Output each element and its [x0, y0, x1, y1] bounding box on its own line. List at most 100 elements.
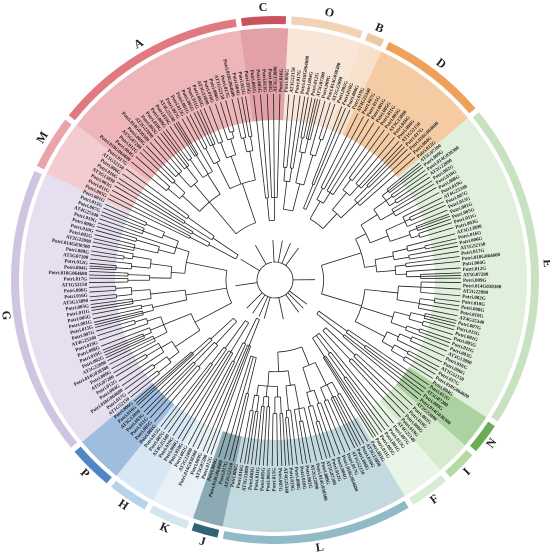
branch: [117, 258, 124, 259]
branch: [123, 242, 135, 245]
clade-label-f: F: [427, 491, 441, 507]
branch: [180, 353, 193, 364]
branch: [409, 319, 423, 323]
branch: [280, 397, 281, 414]
branch: [367, 177, 375, 185]
branch: [308, 407, 312, 423]
clade-label-l: L: [315, 539, 325, 554]
branch: [409, 351, 417, 355]
branch: [357, 190, 371, 203]
branch: [319, 311, 347, 331]
branch: [310, 201, 320, 219]
branch: [126, 324, 135, 327]
branch: [150, 352, 164, 361]
branch: [124, 258, 132, 259]
branch: [314, 390, 319, 403]
branch: [303, 367, 311, 391]
branch: [333, 178, 344, 195]
branch: [112, 298, 117, 299]
branch: [213, 238, 238, 255]
branch: [283, 181, 286, 209]
branch: [310, 129, 313, 139]
clade-label-g: G: [0, 310, 14, 321]
branch: [408, 247, 425, 251]
branch: [128, 301, 133, 302]
branch: [257, 385, 259, 395]
branch: [411, 235, 419, 237]
branch: [264, 184, 266, 198]
branch: [286, 418, 287, 435]
branch: [421, 292, 433, 293]
branch: [135, 319, 146, 322]
branch: [299, 409, 301, 421]
branch: [208, 174, 221, 194]
branch: [251, 130, 252, 136]
branch: [141, 305, 152, 307]
branch: [288, 371, 290, 385]
branch: [128, 304, 133, 305]
branch: [267, 198, 269, 221]
clade-label-d: D: [434, 55, 450, 72]
branch: [163, 235, 178, 241]
branch: [405, 357, 410, 360]
branch: [377, 270, 396, 271]
branch: [255, 245, 266, 264]
branch: [394, 345, 407, 352]
branch: [232, 125, 234, 131]
branch: [171, 272, 185, 273]
branch: [410, 215, 415, 217]
branch: [301, 131, 302, 138]
leaf-label: AT1G52150: [62, 283, 88, 289]
branch: [164, 314, 191, 325]
branch: [382, 191, 388, 196]
branch: [241, 259, 260, 270]
branch: [381, 213, 394, 220]
branch: [186, 262, 227, 270]
branch: [166, 172, 175, 181]
branch: [259, 296, 268, 316]
clade-color-sectors: [23, 28, 527, 532]
branch: [264, 406, 265, 415]
clade-label-k: K: [158, 519, 173, 536]
branch: [278, 352, 279, 372]
branch: [409, 256, 426, 259]
branch: [370, 236, 388, 243]
clade-label-b: B: [373, 20, 386, 36]
clade-label-o: O: [324, 4, 336, 20]
branch: [144, 333, 152, 336]
branch: [406, 271, 420, 272]
branch: [295, 385, 300, 409]
branch: [425, 245, 431, 246]
branch: [305, 139, 308, 153]
branch: [406, 265, 421, 266]
branch: [264, 297, 270, 318]
branch: [134, 305, 141, 306]
branch: [421, 287, 433, 288]
branch: [290, 168, 292, 182]
branch: [142, 328, 150, 331]
branch: [247, 293, 263, 309]
branch: [323, 214, 337, 229]
branch: [315, 139, 320, 156]
branch: [218, 130, 222, 142]
branch: [176, 247, 189, 251]
branch-arc: [245, 321, 248, 323]
branch: [250, 137, 252, 151]
branch: [126, 235, 136, 238]
branch: [173, 217, 184, 224]
branch: [174, 182, 185, 193]
branch: [409, 252, 426, 255]
branch: [130, 219, 145, 225]
branch: [293, 142, 297, 168]
clade-label-c: C: [258, 0, 267, 14]
branch: [350, 186, 359, 196]
branch: [341, 203, 357, 218]
branch: [250, 151, 256, 180]
branch: [190, 237, 208, 246]
clade-label-j: J: [198, 533, 208, 548]
clade-label-n: N: [483, 435, 500, 451]
branch: [352, 359, 360, 367]
branch: [419, 304, 433, 306]
branch: [407, 242, 424, 246]
